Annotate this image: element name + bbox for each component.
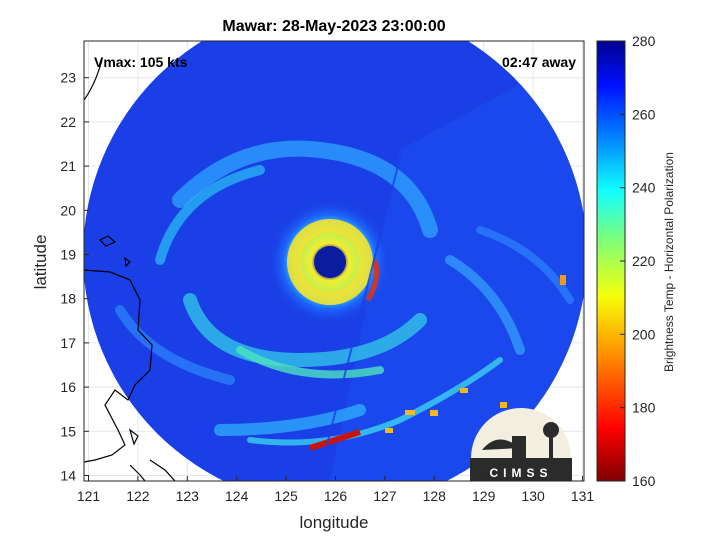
y-tick-label: 15 <box>60 423 76 439</box>
x-tick-label: 128 <box>423 488 447 504</box>
y-axis-label: latitude <box>31 235 50 290</box>
x-tick-label: 122 <box>126 488 150 504</box>
x-tick-label: 123 <box>176 488 200 504</box>
colorbar-tick-label: 220 <box>632 253 656 269</box>
cimss-logo: CIMSS <box>470 408 572 481</box>
axes-frame <box>83 40 585 482</box>
y-tick-label: 21 <box>60 158 76 174</box>
vmax-annotation: Vmax: 105 kts <box>94 54 188 70</box>
satellite-scene: CIMSS <box>84 41 584 481</box>
colorbar-tick-label: 180 <box>632 400 656 416</box>
y-tick-label: 23 <box>60 70 76 86</box>
x-tick-label: 131 <box>571 488 595 504</box>
y-tick-label: 14 <box>60 468 76 484</box>
y-tick-labels: 14 15 16 17 18 19 20 21 22 23 <box>60 70 89 484</box>
colorbar-label: Brightness Temp - Horizontal Polarizatio… <box>662 152 676 372</box>
colorbar-tick-label: 240 <box>632 180 656 196</box>
y-tick-label: 16 <box>60 379 76 395</box>
x-tick-label: 121 <box>77 488 101 504</box>
x-tick-label: 124 <box>225 488 249 504</box>
y-tick-label: 18 <box>60 291 76 307</box>
y-tick-label: 22 <box>60 114 76 130</box>
y-tick-label: 17 <box>60 335 76 351</box>
plot-title: Mawar: 28-May-2023 23:00:00 <box>222 18 445 35</box>
x-tick-labels: 121 122 123 124 125 126 127 128 129 130 131 <box>77 476 595 504</box>
x-axis-label: longitude <box>299 513 368 532</box>
colorbar-tick-label: 280 <box>632 33 656 49</box>
y-tick-label: 19 <box>60 247 76 263</box>
colorbar-tick-label: 200 <box>632 326 656 342</box>
x-tick-label: 130 <box>521 488 545 504</box>
coastline <box>84 59 176 481</box>
colorbar-tick-labels: 160 180 200 220 240 260 280 <box>620 33 656 489</box>
time-away-annotation: 02:47 away <box>502 54 576 70</box>
colorbar-tick-label: 160 <box>632 473 656 489</box>
y-tick-label: 20 <box>60 202 76 218</box>
x-tick-label: 129 <box>472 488 496 504</box>
x-tick-label: 125 <box>274 488 298 504</box>
cimss-logo-text: CIMSS <box>489 466 552 480</box>
x-tick-label: 127 <box>373 488 397 504</box>
x-tick-label: 126 <box>324 488 348 504</box>
colorbar-tick-label: 260 <box>632 106 656 122</box>
